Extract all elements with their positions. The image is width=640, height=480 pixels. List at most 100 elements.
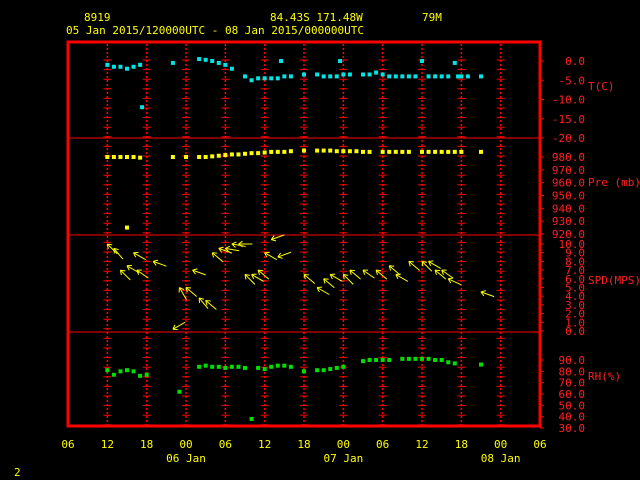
wind-barb xyxy=(441,269,454,279)
pressure-point xyxy=(452,149,457,154)
wind-barb-shaft xyxy=(218,247,233,254)
temperature-point xyxy=(321,74,326,79)
wind-barb-head xyxy=(251,274,255,280)
temperature-point xyxy=(249,78,254,83)
wind-barb-shaft xyxy=(303,274,316,284)
wind-barb xyxy=(218,246,233,254)
panel-label: RH(%) xyxy=(588,370,621,383)
humidity-point xyxy=(210,364,215,369)
temperature-point xyxy=(203,57,208,62)
wind-barb-head xyxy=(244,274,247,280)
pressure-point xyxy=(347,149,352,154)
wind-barb-shaft xyxy=(106,243,118,255)
temperature-point xyxy=(456,74,461,79)
wind-barb-head xyxy=(107,243,113,246)
humidity-point xyxy=(334,365,339,370)
pressure-point xyxy=(105,155,110,159)
humidity-point xyxy=(328,367,333,372)
temperature-point xyxy=(210,59,215,63)
wind-barb-head xyxy=(185,287,188,293)
wind-barb-shaft xyxy=(153,260,167,267)
pressure-point xyxy=(341,149,346,154)
wind-barb-shaft xyxy=(225,247,240,252)
temperature-point xyxy=(387,74,392,79)
pressure-point xyxy=(125,225,129,230)
wind-barb-shaft xyxy=(113,248,124,260)
wind-barb-head xyxy=(120,269,126,272)
wind-barb xyxy=(257,269,270,280)
pressure-point xyxy=(459,149,464,154)
y-tick-label: -5.0 xyxy=(559,74,586,87)
temperature-point xyxy=(374,70,379,75)
wind-barb xyxy=(192,268,206,276)
humidity-point xyxy=(131,369,136,374)
wind-barb xyxy=(136,269,149,279)
wind-barb xyxy=(119,269,131,281)
wind-barb-shaft xyxy=(323,278,335,289)
wind-barb-head xyxy=(388,265,392,271)
wind-barb-head xyxy=(329,274,333,280)
humidity-point xyxy=(302,369,306,374)
x-day-label: 07 Jan xyxy=(323,452,363,465)
wind-barb xyxy=(238,240,253,248)
humidity-point xyxy=(400,356,405,361)
wind-barb xyxy=(211,252,224,263)
wind-barb-head xyxy=(238,240,243,245)
pressure-point xyxy=(111,155,116,159)
pressure-point xyxy=(223,153,228,158)
temperature-point xyxy=(140,105,145,110)
wind-barb-shaft xyxy=(133,252,146,261)
wind-barb xyxy=(244,273,256,285)
temperature-point xyxy=(406,74,411,79)
humidity-point xyxy=(374,358,379,362)
y-tick-label: 0.0 xyxy=(565,55,585,68)
wind-barb-head xyxy=(225,245,231,249)
humidity-point xyxy=(236,364,241,369)
wind-barb-head xyxy=(179,287,185,291)
station-elevation: 79M xyxy=(422,11,442,24)
temperature-point xyxy=(282,74,287,79)
x-tick-label: 18 xyxy=(297,438,310,451)
wind-barb-head xyxy=(447,278,452,284)
humidity-point xyxy=(361,359,365,364)
wind-barb-shaft xyxy=(362,269,375,279)
wind-barb-head xyxy=(192,268,198,271)
wind-barb-head xyxy=(244,273,251,276)
wind-barb-shaft xyxy=(257,269,270,280)
temperature-point xyxy=(118,64,123,69)
time-range: 05 Jan 2015/120000UTC - 08 Jan 2015/0000… xyxy=(66,24,364,37)
wind-barb xyxy=(323,278,335,289)
wind-barb xyxy=(106,243,118,255)
wind-barb-head xyxy=(152,261,157,266)
y-tick-label: 7.0 xyxy=(565,264,585,277)
wind-barb xyxy=(395,273,409,282)
humidity-point xyxy=(223,365,228,370)
humidity-point xyxy=(262,367,267,372)
wind-barb xyxy=(388,265,401,276)
x-tick-label: 00 xyxy=(337,438,350,451)
temperature-point xyxy=(433,74,438,79)
wind-barb-shaft xyxy=(480,291,495,298)
wind-barb-shaft xyxy=(342,274,354,285)
temperature-point xyxy=(262,76,267,81)
humidity-point xyxy=(243,365,247,370)
wind-barb-head xyxy=(133,252,137,258)
temperature-point xyxy=(341,72,346,77)
wind-barb-head xyxy=(172,324,176,330)
wind-barb-head xyxy=(231,243,236,248)
y-tick-label: 5.0 xyxy=(565,282,585,295)
axis-layer: 06 12 18 00 06 12 18 00 06 12 18 00 06 06 Jan 07 Jan 08… xyxy=(61,55,640,465)
temperature-point xyxy=(479,74,483,79)
humidity-point xyxy=(256,365,261,370)
wind-barb-shaft xyxy=(185,287,198,297)
pressure-point xyxy=(282,149,287,154)
pressure-point xyxy=(203,155,208,159)
wind-barb-shaft xyxy=(408,261,420,271)
pressure-point xyxy=(184,155,188,159)
pressure-point xyxy=(138,155,143,160)
x-day-label: 06 Jan xyxy=(166,452,206,465)
humidity-point xyxy=(367,358,372,362)
panel-label: T(C) xyxy=(588,80,615,93)
wind-barb-head xyxy=(136,269,140,275)
temperature-point xyxy=(328,74,333,79)
